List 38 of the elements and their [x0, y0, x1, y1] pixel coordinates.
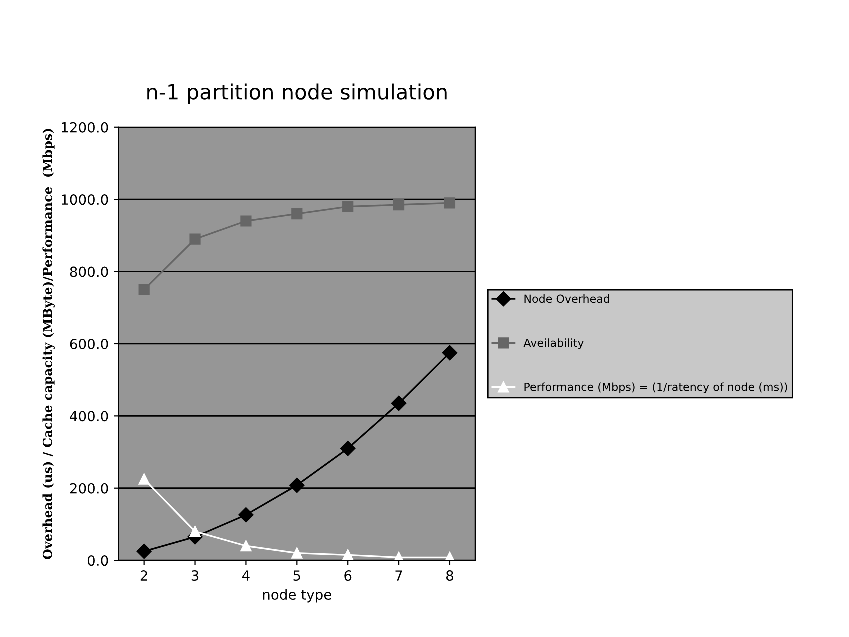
point	[444, 198, 456, 209]
point	[342, 201, 354, 212]
x-tick-label: 8	[446, 570, 454, 582]
y-tick-label: 400.0	[70, 411, 108, 422]
point	[342, 550, 354, 561]
x-tick-label: 5	[294, 570, 300, 582]
y-tick-label: 800.0	[70, 266, 108, 278]
legend-label: Aveilability	[524, 338, 584, 350]
chart-title: n-1 partition node simulation	[148, 84, 447, 104]
legend-label: Node Overhead	[524, 294, 610, 304]
x-tick-label: 6	[344, 570, 352, 582]
point	[393, 199, 405, 211]
point	[442, 345, 458, 361]
x-tick-label: 4	[242, 570, 250, 581]
y-tick-label: 1000.0	[62, 194, 108, 206]
point	[238, 508, 254, 523]
y-tick-label: 1200.0	[62, 122, 108, 133]
point	[340, 441, 356, 456]
x-axis-title: node type	[263, 589, 332, 603]
point	[190, 234, 201, 245]
x-tick-label: 3	[192, 570, 199, 582]
point	[138, 284, 150, 296]
point	[290, 478, 305, 494]
y-axis-title: Overhead (us) / Cache capacity (MByte)/Performance (Mbps)	[42, 129, 55, 560]
point	[190, 526, 201, 538]
y-tick-label: 200.0	[70, 483, 108, 494]
point	[240, 540, 252, 552]
point	[240, 216, 252, 227]
point	[292, 208, 303, 220]
legend-label: Performance (Mbps) = (1/ratency of node (ms))	[524, 382, 788, 394]
point	[391, 396, 407, 412]
point	[292, 548, 303, 559]
point	[136, 544, 152, 560]
y-tick-label: 600.0	[70, 338, 108, 350]
x-tick-label: 7	[396, 570, 402, 581]
x-tick-label: 2	[140, 570, 148, 581]
y-tick-label: 0.0	[88, 556, 108, 566]
point	[138, 474, 150, 485]
